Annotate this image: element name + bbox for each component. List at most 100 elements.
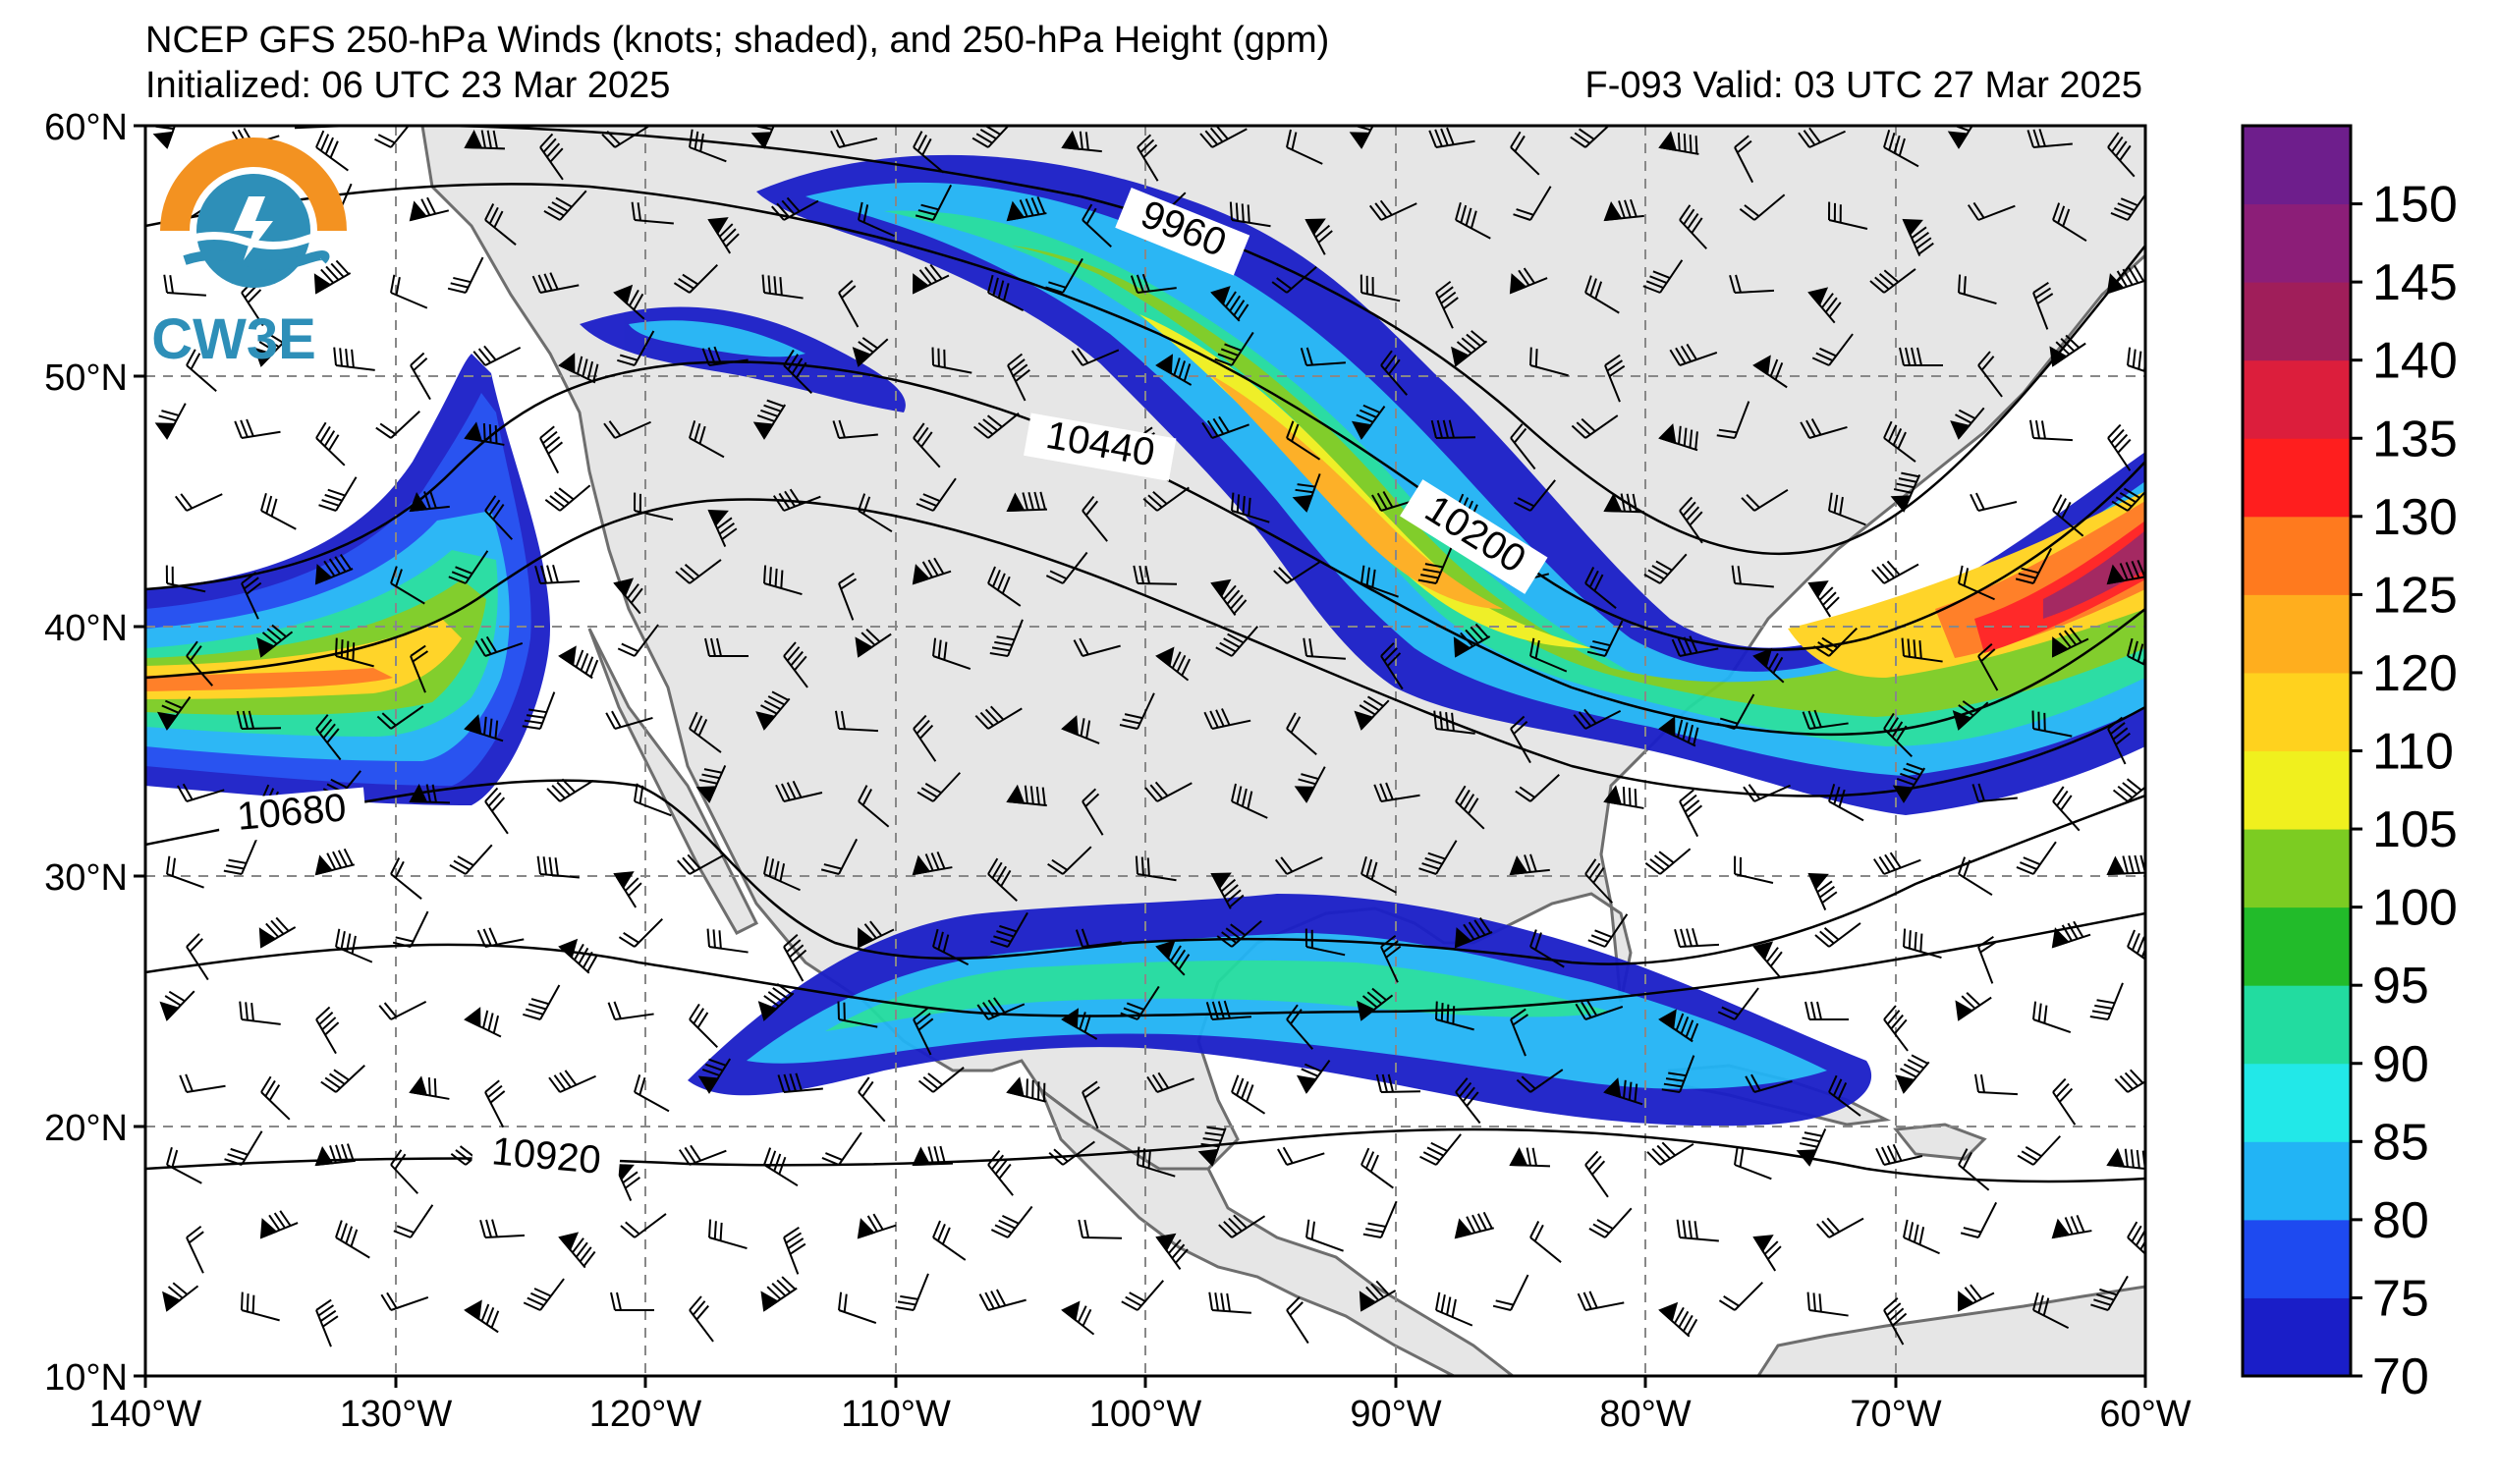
wind-barb-flag (1229, 894, 1245, 908)
wind-barb (2127, 929, 2145, 970)
wind-barb-flag (1012, 363, 1028, 377)
wind-barb-shaft (987, 1164, 1014, 1196)
wind-barb-shaft (1584, 873, 1614, 904)
wind-barb-shaft (1286, 1309, 1309, 1345)
wind-barb (605, 710, 653, 730)
wind-barb-shaft (1137, 287, 1177, 294)
wind-barb-flag (941, 1227, 951, 1245)
wind-barb (2110, 187, 2145, 221)
wind-barb-flag (627, 583, 639, 599)
wind-barb (241, 571, 262, 620)
wind-barb (234, 418, 281, 439)
wind-barb-flag (2021, 567, 2039, 575)
colorbar-swatch (2243, 282, 2351, 361)
wind-barb-shaft (1305, 361, 1346, 366)
wind-barb-flag (2133, 264, 2145, 282)
wind-barb-flag (544, 498, 561, 512)
wind-barb-flag (1570, 136, 1586, 148)
wind-barb-shaft (186, 1237, 204, 1274)
wind-barb-flag (431, 784, 437, 803)
wind-barb-flag (386, 1292, 398, 1309)
wind-barb-flag (1053, 1148, 1069, 1163)
wind-barb-flag (271, 624, 287, 638)
wind-barb-flag (337, 850, 348, 867)
wind-barb (1970, 492, 2018, 512)
wind-barb (971, 126, 1017, 148)
wind-barb-flag (1717, 1011, 1736, 1020)
wind-barb-flag (335, 637, 338, 657)
wind-barb-shaft (1529, 186, 1552, 221)
wind-barb-flag (327, 488, 346, 497)
wind-barb-flag (1739, 856, 1742, 876)
wind-barb-flag (1422, 1151, 1441, 1162)
wind-barb (1529, 347, 1569, 377)
jet-subtropical (688, 894, 1872, 1127)
wind-barb-flag (1680, 928, 1687, 947)
wind-barb-flag (2037, 1003, 2042, 1022)
wind-barb-flag (1825, 596, 1840, 611)
wind-barb-flag (328, 434, 340, 452)
wind-barb-flag (1833, 786, 1841, 805)
wind-barb-pennant (1006, 784, 1026, 804)
wind-barb-shaft (2127, 776, 2145, 802)
wind-barb-flag (718, 223, 734, 238)
wind-barb-flag (976, 1004, 989, 1020)
wind-barb-shaft (1808, 722, 1849, 730)
wind-barb-flag (1917, 242, 1934, 255)
wind-barb-flag (1420, 574, 1439, 579)
wind-barb-flag (1624, 199, 1632, 218)
wind-barb-pennant (1807, 580, 1829, 599)
wind-barb-shaft (783, 946, 805, 982)
wind-barb (1603, 493, 1645, 514)
wind-barb-flag (164, 995, 182, 1007)
wind-barb-flag (324, 493, 343, 502)
colorbar-swatch (2243, 750, 2351, 830)
wind-barb-flag (329, 140, 339, 158)
wind-barb-flag (943, 349, 946, 368)
wind-barb-shaft (1659, 259, 1684, 294)
wind-barb (1082, 1080, 1100, 1129)
wind-barb-flag (241, 571, 257, 584)
wind-barb (1716, 401, 1750, 439)
wind-barb-flag (613, 1001, 622, 1019)
wind-barb-shaft (1156, 782, 1193, 802)
wind-barb (1045, 257, 1083, 294)
wind-barb (913, 131, 945, 174)
wind-barb-flag (346, 933, 352, 952)
wind-barb-shaft (539, 873, 580, 879)
wind-barb-flag (485, 635, 498, 653)
wind-barb-pennant (1006, 492, 1026, 513)
wind-barb-flag (1236, 1077, 1245, 1096)
wind-barb-flag (927, 1146, 934, 1165)
wind-barb-shaft (1305, 655, 1346, 660)
wind-barb (1380, 934, 1402, 983)
wind-barb-flag (1977, 935, 1994, 948)
wind-barb-flag (1424, 563, 1444, 569)
wind-barb-flag (1119, 724, 1138, 730)
wind-barb-flag (395, 569, 403, 587)
wind-barb-flag (1216, 935, 1233, 948)
wind-barb (1752, 1235, 1782, 1272)
wind-barb-flag (1513, 213, 1531, 221)
wind-barb-flag (690, 1144, 702, 1162)
wind-barb-shaft (634, 1213, 667, 1238)
wind-barb-flag (1451, 712, 1455, 732)
wind-barb-flag (1604, 354, 1621, 366)
wind-barb (1274, 856, 1323, 875)
wind-barb-flag (1439, 711, 1443, 730)
wind-barb-shaft (484, 1091, 505, 1128)
wind-barb (613, 577, 643, 615)
wind-barb-flag (2052, 202, 2061, 221)
wind-barb (1492, 1274, 1529, 1311)
wind-barb-shaft (2127, 187, 2145, 221)
wind-barb-flag (1719, 717, 1739, 725)
wind-barb-shaft (1082, 219, 1112, 248)
wind-barb (1455, 785, 1485, 830)
wind-barb-flag (1173, 357, 1181, 376)
wind-barb-shaft (484, 510, 514, 540)
wind-barb (912, 263, 950, 295)
wind-barb-flag (1958, 274, 1962, 294)
wind-barb-pennant (313, 273, 332, 295)
wind-barb-flag (1529, 853, 1537, 872)
